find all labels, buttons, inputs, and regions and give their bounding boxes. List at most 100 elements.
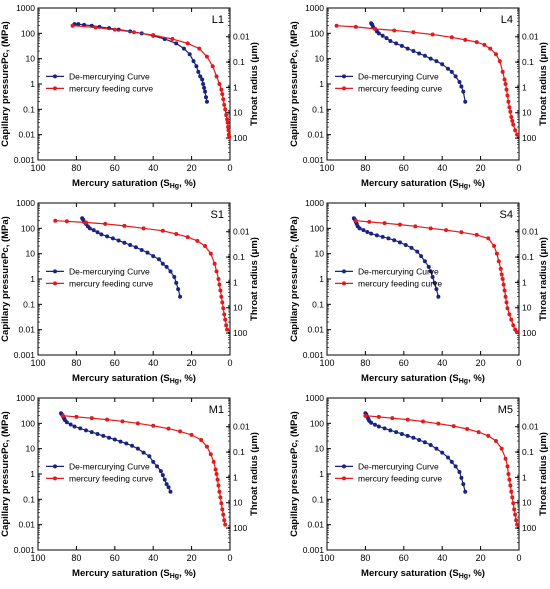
y-tick-label: 100 [310, 28, 324, 38]
data-point [204, 444, 209, 449]
y2-tick-label: 100 [233, 328, 247, 338]
x-tick-label: 40 [148, 358, 158, 368]
y2-tick-label: 100 [522, 328, 536, 338]
data-point [141, 226, 146, 231]
data-point [507, 105, 512, 110]
data-point [488, 46, 493, 51]
data-point [445, 455, 450, 460]
data-point [465, 426, 470, 431]
data-point [91, 228, 96, 233]
data-point [390, 416, 395, 421]
data-point [392, 28, 397, 33]
y-tick-label: 0.01 [307, 130, 324, 140]
legend-entry: De-mercurying Curve [69, 71, 150, 81]
x-tick-label: 60 [399, 163, 409, 173]
y2-axis-label: Throat radius (μm) [249, 432, 260, 516]
data-point [60, 413, 65, 418]
legend-marker [53, 74, 57, 79]
data-point [112, 27, 117, 32]
data-point [428, 442, 433, 447]
data-point [174, 231, 179, 236]
y-tick-label: 0.01 [307, 325, 324, 335]
data-point [213, 467, 218, 472]
y-tick-label: 1000 [305, 393, 324, 403]
data-point [217, 82, 222, 86]
data-point [500, 277, 505, 281]
data-point [399, 43, 404, 48]
data-point [166, 426, 171, 431]
data-point [118, 439, 123, 444]
y2-tick-label: 10 [522, 498, 532, 508]
data-point [421, 419, 425, 424]
data-point [99, 232, 104, 237]
y-tick-label: 100 [310, 223, 324, 233]
x-axis-label: Mercury saturation (SHg, %) [361, 373, 485, 385]
data-point [459, 84, 464, 89]
x-axis-label: Mercury saturation (SHg, %) [361, 178, 485, 190]
data-point [461, 482, 466, 487]
data-point [394, 41, 399, 46]
y-tick-label: 0.1 [312, 494, 324, 504]
data-point [198, 74, 203, 79]
data-point [432, 280, 437, 285]
x-tick-label: 60 [399, 553, 409, 563]
x-tick-label: 40 [148, 553, 158, 563]
data-point [461, 89, 466, 94]
y-tick-label: 1000 [305, 3, 324, 13]
data-point [363, 413, 368, 418]
y-tick-label: 0.01 [18, 325, 35, 335]
data-point [216, 277, 221, 281]
data-point [202, 85, 207, 90]
y-tick-label: 1 [30, 79, 35, 89]
data-point [222, 102, 227, 107]
y-axis-label: Capillary pressurePc, (MPa) [289, 21, 300, 147]
data-point [178, 429, 183, 434]
y2-tick-label: 10 [233, 303, 243, 313]
data-point [392, 238, 397, 243]
data-point [156, 257, 161, 262]
data-point [511, 323, 516, 328]
data-point [226, 125, 231, 130]
y-tick-label: 0.1 [312, 104, 324, 114]
y-tick-label: 0.001 [14, 350, 36, 360]
data-point [226, 128, 231, 133]
legend-marker [342, 281, 346, 286]
data-point [204, 54, 209, 59]
y-tick-label: 1 [30, 274, 35, 284]
data-point [382, 426, 387, 431]
y2-axis-label: Throat radius (μm) [538, 432, 549, 516]
data-point [476, 430, 481, 435]
legend-entry: De-mercurying Curve [358, 71, 439, 81]
y-tick-label: 10 [315, 444, 325, 454]
data-point [225, 120, 230, 125]
data-point [219, 294, 224, 299]
data-point [357, 226, 362, 231]
panel-label: S1 [211, 209, 224, 221]
data-point [215, 477, 220, 482]
data-point [486, 236, 491, 241]
data-point [376, 414, 381, 419]
data-point [162, 477, 167, 482]
data-point [223, 522, 228, 527]
data-point [204, 99, 209, 104]
data-point [422, 53, 427, 58]
data-point [212, 261, 217, 266]
data-point [221, 97, 226, 102]
data-point [164, 482, 169, 487]
x-axis-label: Mercury saturation (SHg, %) [361, 568, 485, 580]
y2-tick-label: 0.01 [522, 32, 539, 42]
x-tick-label: 20 [187, 163, 197, 173]
data-point [493, 52, 498, 57]
legend-entry: mercury feeding curve [69, 83, 153, 93]
data-point [214, 472, 219, 476]
y-tick-label: 1000 [16, 393, 35, 403]
data-point [445, 66, 450, 71]
mercury-feeding-series [353, 218, 520, 335]
x-tick-label: 80 [360, 358, 370, 368]
x-tick-label: 20 [187, 358, 197, 368]
y2-tick-label: 100 [233, 523, 247, 533]
y2-tick-label: 0.01 [233, 422, 250, 432]
data-point [135, 421, 140, 426]
data-point [151, 254, 156, 259]
legend-entry: mercury feeding curve [358, 473, 442, 483]
